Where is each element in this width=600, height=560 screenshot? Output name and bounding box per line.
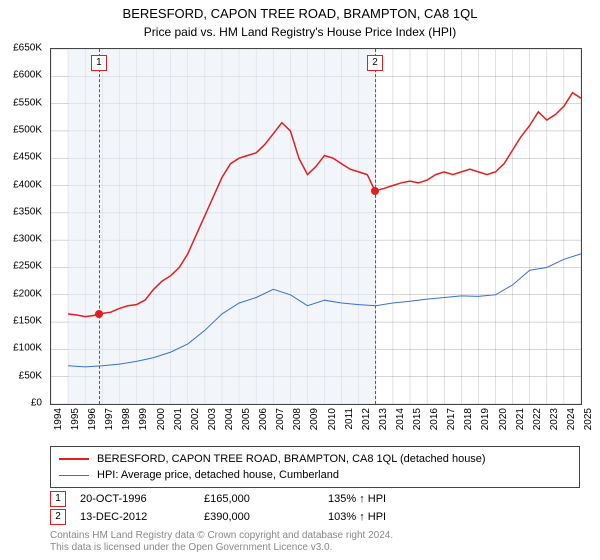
y-tick-label: £500K xyxy=(13,124,42,135)
chart-subtitle: Price paid vs. HM Land Registry's House … xyxy=(0,25,600,39)
sale-vs-hpi: 103% ↑ HPI xyxy=(328,511,438,523)
legend-label: HPI: Average price, detached house, Cumb… xyxy=(97,469,339,481)
x-tick-label: 2019 xyxy=(480,408,491,430)
x-tick-label: 2010 xyxy=(327,408,338,430)
y-tick-label: £600K xyxy=(13,70,42,81)
x-tick-label: 2018 xyxy=(463,408,474,430)
legend-swatch xyxy=(59,458,89,460)
x-tick-label: 2005 xyxy=(241,408,252,430)
x-tick-label: 1998 xyxy=(121,408,132,430)
x-tick-label: 2013 xyxy=(378,408,389,430)
chart-plot-area: 12 xyxy=(50,48,582,405)
y-tick-label: £550K xyxy=(13,97,42,108)
sale-row-marker: 1 xyxy=(50,491,66,507)
sale-marker-number: 1 xyxy=(91,55,107,71)
sale-row-marker: 2 xyxy=(50,509,66,525)
y-tick-label: £400K xyxy=(13,179,42,190)
x-tick-label: 2002 xyxy=(190,408,201,430)
sale-marker-line xyxy=(99,49,100,404)
sale-row: 1 20-OCT-1996 £165,000 135% ↑ HPI xyxy=(50,490,580,508)
x-axis-labels: 1994 1995 1996 1997 1998 1999 2000 2001 2002 2003… xyxy=(50,406,580,446)
sale-marker-line xyxy=(375,49,376,404)
sales-rows: 1 20-OCT-1996 £165,000 135% ↑ HPI 2 13-DEC-20… xyxy=(50,490,580,526)
legend-row: HPI: Average price, detached house, Cumb… xyxy=(59,467,571,483)
chart-title: BERESFORD, CAPON TREE ROAD, BRAMPTON, CA… xyxy=(0,6,600,23)
y-axis-labels: £0£50K£100K£150K£200K£250K£300K£350K£400… xyxy=(0,48,46,403)
legend-box: BERESFORD, CAPON TREE ROAD, BRAMPTON, CA… xyxy=(50,446,580,488)
sale-date: 20-OCT-1996 xyxy=(80,493,190,505)
sale-marker-number: 2 xyxy=(367,55,383,71)
footer-attribution: Contains HM Land Registry data © Crown c… xyxy=(50,530,393,554)
y-tick-label: £100K xyxy=(13,343,42,354)
sale-date: 13-DEC-2012 xyxy=(80,511,190,523)
x-tick-label: 2024 xyxy=(566,408,577,430)
sale-price: £390,000 xyxy=(204,511,314,523)
y-tick-label: £450K xyxy=(13,152,42,163)
y-tick-label: £250K xyxy=(13,261,42,272)
x-tick-label: 1995 xyxy=(70,408,81,430)
x-tick-label: 2009 xyxy=(309,408,320,430)
y-tick-label: £350K xyxy=(13,206,42,217)
footer-line-1: Contains HM Land Registry data © Crown c… xyxy=(50,530,393,542)
x-tick-label: 2021 xyxy=(515,408,526,430)
y-tick-label: £650K xyxy=(13,43,42,54)
legend-row: BERESFORD, CAPON TREE ROAD, BRAMPTON, CA… xyxy=(59,451,571,467)
x-tick-label: 2008 xyxy=(292,408,303,430)
lines-svg xyxy=(51,49,581,404)
x-tick-label: 2014 xyxy=(395,408,406,430)
x-tick-label: 2006 xyxy=(258,408,269,430)
x-tick-label: 2003 xyxy=(207,408,218,430)
x-tick-label: 2007 xyxy=(275,408,286,430)
sale-vs-hpi: 135% ↑ HPI xyxy=(328,493,438,505)
x-tick-label: 2023 xyxy=(549,408,560,430)
x-tick-label: 2015 xyxy=(412,408,423,430)
y-tick-label: £150K xyxy=(13,316,42,327)
x-tick-label: 2022 xyxy=(532,408,543,430)
y-tick-label: £50K xyxy=(19,370,42,381)
x-tick-label: 1994 xyxy=(53,408,64,430)
sale-row: 2 13-DEC-2012 £390,000 103% ↑ HPI xyxy=(50,508,580,526)
sale-marker-dot xyxy=(371,187,379,195)
sale-marker-dot xyxy=(95,310,103,318)
x-tick-label: 2017 xyxy=(446,408,457,430)
x-tick-label: 2020 xyxy=(498,408,509,430)
legend-swatch xyxy=(59,475,89,476)
footer-line-2: This data is licensed under the Open Gov… xyxy=(50,542,393,554)
x-tick-label: 2016 xyxy=(429,408,440,430)
x-tick-label: 2025 xyxy=(583,408,594,430)
x-tick-label: 1996 xyxy=(87,408,98,430)
y-tick-label: £0 xyxy=(31,398,42,409)
x-tick-label: 1997 xyxy=(104,408,115,430)
x-tick-label: 2001 xyxy=(173,408,184,430)
x-tick-label: 1999 xyxy=(138,408,149,430)
legend-label: BERESFORD, CAPON TREE ROAD, BRAMPTON, CA… xyxy=(97,453,486,465)
x-tick-label: 2012 xyxy=(361,408,372,430)
x-tick-label: 2000 xyxy=(156,408,167,430)
y-tick-label: £300K xyxy=(13,234,42,245)
x-tick-label: 2011 xyxy=(344,408,355,430)
sale-price: £165,000 xyxy=(204,493,314,505)
y-tick-label: £200K xyxy=(13,288,42,299)
x-tick-label: 2004 xyxy=(224,408,235,430)
